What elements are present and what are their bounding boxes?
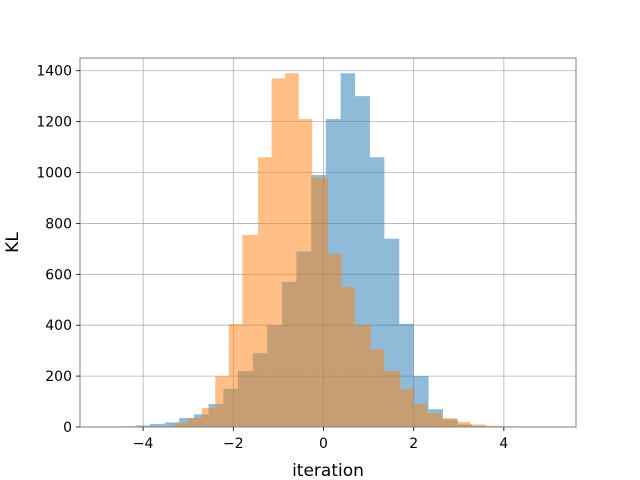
histogram-bar <box>215 376 229 427</box>
histogram-bar <box>470 424 486 427</box>
x-tick-label: −2 <box>223 436 244 452</box>
histogram-bar <box>440 418 457 427</box>
histogram-bar <box>427 413 441 427</box>
y-tick-label: 0 <box>63 420 72 436</box>
histogram-bar <box>328 253 342 427</box>
histogram-bar <box>285 73 299 427</box>
x-tick-label: −4 <box>133 436 154 452</box>
histogram-bar <box>201 407 216 427</box>
histogram-bar <box>228 323 243 427</box>
histogram-bar <box>341 287 356 427</box>
histogram-bar <box>400 388 414 427</box>
histogram-bar <box>456 421 471 427</box>
y-tick-label: 1000 <box>36 166 72 182</box>
bars <box>120 73 518 428</box>
histogram-bar <box>384 371 401 427</box>
y-axis-label: KL <box>3 232 23 253</box>
histogram-bar <box>188 418 202 427</box>
histogram-bar <box>164 422 180 427</box>
histogram-bar <box>242 234 259 427</box>
histogram-bar <box>370 349 385 427</box>
histogram-bar <box>149 423 165 427</box>
y-tick-label: 1400 <box>36 64 72 80</box>
plot-frame <box>79 57 577 428</box>
y-tick-label: 400 <box>45 318 72 334</box>
histogram-bar <box>485 425 502 427</box>
histogram-bar <box>174 423 189 427</box>
histogram-bar <box>413 404 428 427</box>
x-tick-label: 2 <box>409 436 418 452</box>
histogram-bar <box>355 325 371 427</box>
histogram-series-2 <box>174 73 518 428</box>
y-tick-label: 1200 <box>36 115 72 131</box>
y-tick-label: 600 <box>45 267 72 283</box>
histogram-bar <box>179 418 195 427</box>
x-tick-label: 0 <box>319 436 328 452</box>
histogram-bar <box>135 425 150 427</box>
x-axis-label: iteration <box>292 461 364 480</box>
histogram-bar <box>298 119 313 427</box>
histogram-bar <box>271 78 286 428</box>
y-tick-label: 200 <box>45 369 72 385</box>
histogram-bar <box>258 157 272 427</box>
histogram-bar <box>312 177 328 427</box>
x-tick-label: 4 <box>499 436 508 452</box>
y-tick-label: 800 <box>45 216 72 232</box>
ticks: −4 −2 0 2 4 0 200 400 600 800 1000 1200 1400 <box>36 64 508 452</box>
